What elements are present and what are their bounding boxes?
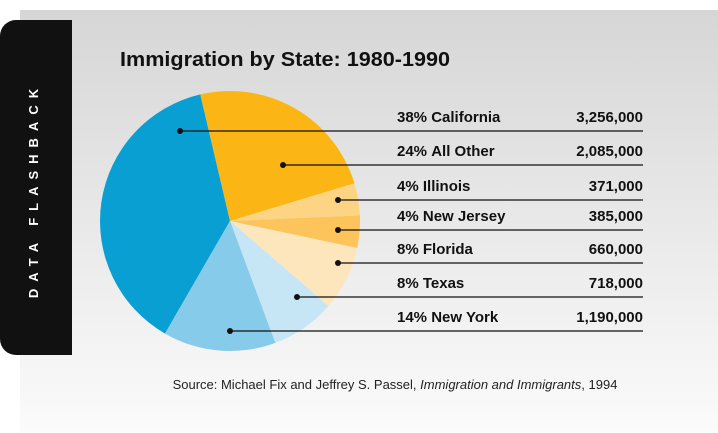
- pie-slice: [230, 221, 329, 343]
- leader-dot: [335, 227, 341, 233]
- legend: 38% California 3,256,000 24% All Other 2,08…: [177, 109, 643, 334]
- pie-slice: [230, 215, 360, 249]
- leader-dot: [335, 260, 341, 266]
- legend-label: 24% All Other: [397, 143, 495, 160]
- legend-category: New Jersey: [423, 208, 506, 225]
- pie-slice: [165, 221, 276, 351]
- legend-percent: 24%: [397, 143, 427, 160]
- leader-dot: [227, 328, 233, 334]
- legend-category: Florida: [423, 241, 474, 258]
- source-title: Immigration and Immigrants: [420, 377, 582, 392]
- legend-category: All Other: [431, 143, 495, 160]
- pie-slice: [99, 94, 230, 334]
- legend-percent: 4%: [397, 208, 419, 225]
- legend-category: Illinois: [423, 178, 471, 195]
- leader-dot: [280, 162, 286, 168]
- source-note: Source: Michael Fix and Jeffrey S. Passe…: [173, 377, 618, 392]
- pie-slice: [230, 183, 360, 221]
- legend-category: Texas: [423, 275, 464, 292]
- source-text: Source: Michael Fix and Jeffrey S. Passe…: [173, 377, 421, 392]
- legend-category: New York: [431, 309, 499, 326]
- legend-amount: 660,000: [589, 241, 643, 258]
- chart-title: Immigration by State: 1980-1990: [120, 49, 450, 71]
- legend-amount: 3,256,000: [576, 109, 643, 126]
- side-label: DATA FLASHBACK: [26, 82, 41, 298]
- leader-dot: [335, 197, 341, 203]
- legend-percent: 8%: [397, 241, 419, 258]
- legend-label: 38% California: [397, 109, 501, 126]
- source-text: , 1994: [581, 377, 617, 392]
- legend-percent: 4%: [397, 178, 419, 195]
- legend-percent: 14%: [397, 309, 427, 326]
- leader-dot: [294, 294, 300, 300]
- legend-amount: 385,000: [589, 208, 643, 225]
- legend-amount: 2,085,000: [576, 143, 643, 160]
- legend-label: 8% Florida: [397, 241, 474, 258]
- side-tab-edge: [40, 20, 72, 355]
- pie: [99, 91, 360, 351]
- legend-label: 14% New York: [397, 309, 499, 326]
- legend-amount: 371,000: [589, 178, 643, 195]
- pie-slice: [200, 91, 355, 222]
- legend-amount: 1,190,000: [576, 309, 643, 326]
- leader-dot: [177, 128, 183, 134]
- legend-label: 4% New Jersey: [397, 208, 506, 225]
- pie-slice: [230, 221, 358, 306]
- legend-category: California: [431, 109, 501, 126]
- legend-percent: 38%: [397, 109, 427, 126]
- legend-percent: 8%: [397, 275, 419, 292]
- legend-label: 8% Texas: [397, 275, 464, 292]
- legend-label: 4% Illinois: [397, 178, 470, 195]
- legend-amount: 718,000: [589, 275, 643, 292]
